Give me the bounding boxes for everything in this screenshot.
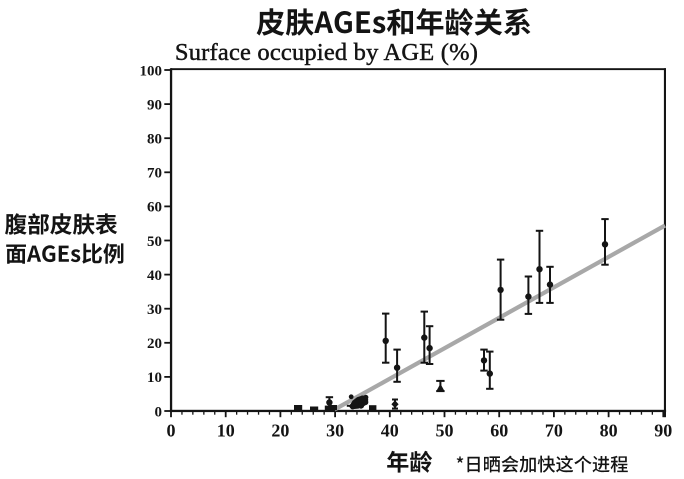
svg-text:30: 30 [326, 421, 344, 441]
svg-text:50: 50 [147, 234, 162, 250]
svg-text:80: 80 [147, 132, 162, 148]
svg-text:90: 90 [147, 97, 162, 113]
svg-text:100: 100 [140, 63, 163, 79]
svg-text:20: 20 [271, 421, 289, 441]
svg-text:70: 70 [545, 421, 563, 441]
svg-text:70: 70 [147, 166, 162, 182]
svg-text:10: 10 [147, 370, 162, 386]
svg-text:90: 90 [654, 421, 672, 441]
svg-text:10: 10 [217, 421, 235, 441]
svg-text:40: 40 [381, 421, 399, 441]
svg-text:40: 40 [147, 268, 162, 284]
svg-text:50: 50 [436, 421, 454, 441]
svg-text:0: 0 [155, 404, 163, 420]
svg-text:20: 20 [147, 336, 162, 352]
svg-text:30: 30 [147, 302, 162, 318]
svg-text:80: 80 [600, 421, 618, 441]
svg-text:60: 60 [490, 421, 508, 441]
svg-text:Surface occupied by AGE (%): Surface occupied by AGE (%) [175, 39, 478, 66]
svg-text:0: 0 [167, 421, 176, 441]
svg-text:60: 60 [147, 200, 162, 216]
